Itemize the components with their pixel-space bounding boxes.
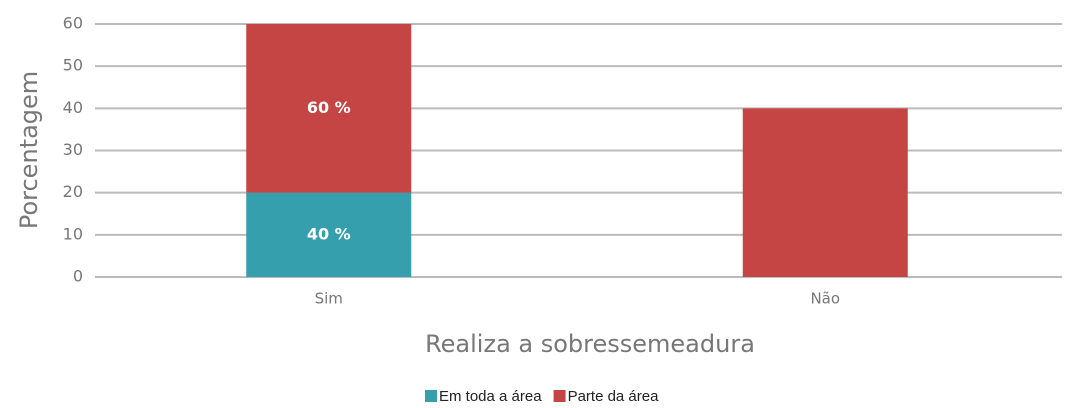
x-axis-title: Realiza a sobressemeadura: [425, 330, 755, 358]
legend-label: Em toda a área: [439, 388, 542, 405]
x-tick-label: Sim: [315, 290, 343, 308]
bar-segment: [246, 192, 412, 277]
bar-segment: [742, 108, 908, 277]
legend-label: Parte da área: [568, 388, 660, 405]
bar-annotation: 60 %: [307, 98, 351, 117]
y-tick-label: 30: [63, 140, 83, 159]
bar-segment: [246, 24, 412, 193]
legend-swatch: [425, 390, 437, 402]
y-tick-label: 60: [63, 14, 83, 33]
y-tick-label: 50: [63, 56, 83, 75]
y-tick-label: 40: [63, 98, 83, 117]
y-tick-label: 10: [63, 224, 83, 243]
bar-annotation: 40 %: [307, 224, 351, 243]
x-tick-label: Não: [810, 290, 840, 308]
legend-swatch: [553, 390, 566, 402]
y-tick-label: 0: [73, 267, 83, 286]
y-axis-title: Porcentagem: [15, 71, 43, 229]
y-tick-label: 20: [63, 182, 83, 201]
